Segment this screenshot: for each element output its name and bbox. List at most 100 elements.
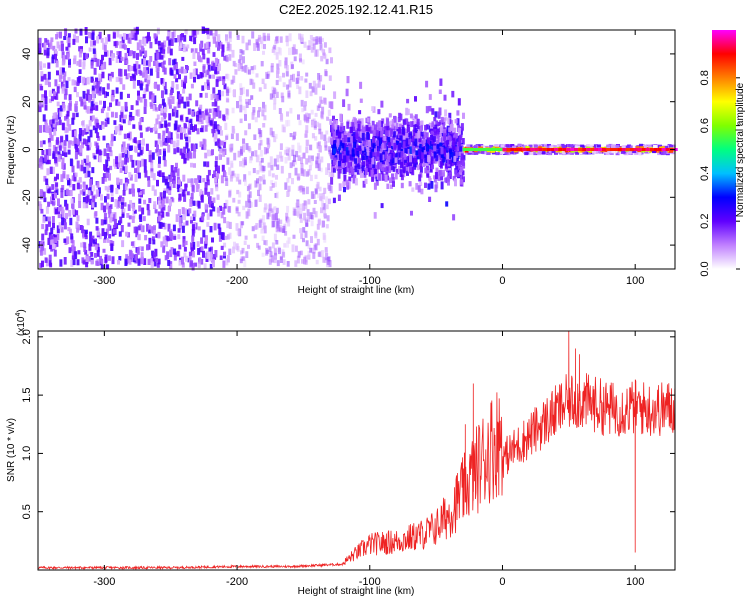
- spectrogram-cell: [355, 132, 359, 140]
- spectrogram-cell: [310, 236, 313, 243]
- spectrogram-cell: [468, 150, 473, 153]
- spectrogram-cell: [320, 48, 324, 53]
- spectrogram-cell: [64, 28, 68, 37]
- spectrogram-cell: [47, 216, 51, 224]
- spectrogram-cell: [373, 124, 377, 131]
- spectrogram-cell: [262, 165, 266, 172]
- spectrogram-cell: [307, 250, 311, 259]
- spectrogram-cell: [226, 47, 230, 52]
- spectrogram-cell: [582, 151, 587, 155]
- spectrogram-cell: [391, 155, 395, 164]
- spectrogram-cell: [391, 124, 395, 129]
- spectrogram-cell: [233, 152, 237, 161]
- spectrogram-cell: [78, 193, 82, 202]
- spectrogram-cell: [93, 81, 97, 86]
- spectrogram-cell: [83, 52, 87, 61]
- spectrogram-cell: [117, 260, 120, 265]
- spectrogram-cell: [120, 225, 124, 233]
- spectrogram-cell: [316, 142, 320, 149]
- spectrogram-cell: [206, 82, 210, 88]
- spectrogram-cell: [59, 31, 62, 39]
- spectrogram-cell: [310, 155, 314, 162]
- spectrogram-cell: [161, 90, 164, 99]
- spectrogram-cell: [541, 144, 545, 148]
- spectrogram-cell: [461, 147, 465, 156]
- spectrogram-cell: [82, 197, 86, 204]
- spectrogram-cell: [288, 47, 291, 56]
- spectrogram-cell: [129, 174, 133, 181]
- spectrogram-cell: [286, 205, 290, 213]
- spectrogram-cell: [39, 249, 43, 256]
- spectrogram-cell: [206, 161, 210, 168]
- spectrogram-cell: [385, 166, 389, 172]
- spectrogram-cell: [190, 216, 193, 221]
- spectrogram-cell: [167, 223, 171, 232]
- spectrogram-cell: [194, 48, 198, 54]
- spectrogram-cell: [258, 34, 261, 40]
- spectrogram-cell: [211, 66, 214, 71]
- spectrogram-cell: [245, 89, 249, 97]
- spectrogram-cell: [223, 242, 227, 248]
- spectrogram-cell: [214, 141, 218, 146]
- spectrogram-cell: [163, 106, 167, 113]
- spectrogram-cell: [90, 40, 93, 47]
- spectrogram-cell: [358, 149, 362, 155]
- spectrogram-cell: [275, 52, 279, 60]
- spectrogram-cell: [293, 208, 297, 216]
- spectrogram-cell: [458, 135, 462, 143]
- spectrogram-cell: [228, 144, 232, 151]
- colorbar-tick-label: 0.8: [699, 70, 711, 85]
- spectrogram-cell: [163, 190, 166, 199]
- spectrogram-cell: [388, 113, 392, 118]
- spectrogram-cell: [114, 112, 118, 118]
- spectrogram-cell: [225, 37, 229, 43]
- spectrogram-cell: [216, 194, 220, 200]
- spectrogram-cell: [55, 60, 59, 68]
- spectrogram-cell: [316, 105, 320, 111]
- spectrogram-cell: [183, 194, 187, 202]
- spectrogram-cell: [38, 158, 42, 163]
- spectrogram-cell: [183, 158, 187, 164]
- spectrogram-cell: [222, 76, 226, 82]
- spectrogram-cell: [71, 203, 74, 209]
- spectrogram-cell: [385, 134, 389, 141]
- spectrogram-cell: [124, 147, 127, 154]
- spectrogram-cell: [440, 146, 444, 155]
- spectrogram-cell: [366, 167, 370, 172]
- spectrogram-cell: [170, 69, 174, 76]
- spectrogram-cell: [178, 45, 182, 51]
- spectrogram-cell: [328, 47, 332, 54]
- spectrogram-cell: [314, 49, 318, 57]
- spectrogram-cell: [215, 94, 219, 101]
- spectrogram-cell: [373, 182, 377, 190]
- spectrogram-cell: [82, 90, 86, 99]
- spectrogram-cell: [201, 213, 205, 221]
- spectrogram-cell: [525, 146, 530, 150]
- spectrogram-cell: [235, 223, 239, 231]
- spectrogram-cell: [143, 88, 147, 95]
- spectrogram-cell: [254, 116, 258, 123]
- spectrogram-cell: [559, 149, 564, 153]
- spectrogram-cell: [191, 126, 195, 133]
- spectrogram-cell: [318, 103, 322, 108]
- spectrogram-cell: [170, 165, 174, 173]
- spectrogram-cell: [121, 160, 125, 168]
- spectrogram-cell: [307, 215, 311, 222]
- spectrogram-cell: [235, 133, 239, 141]
- snr-y-ticks: 0.51.01.52.0: [21, 329, 675, 519]
- spectrogram-cell: [85, 201, 89, 209]
- spectrogram-cell: [316, 49, 319, 57]
- spectrogram-cell: [95, 226, 99, 231]
- spectrogram-cell: [339, 138, 343, 143]
- spectrogram-cell: [202, 114, 206, 120]
- spectrogram-cell: [549, 145, 554, 149]
- spectrogram-cell: [102, 173, 106, 178]
- spectrogram-cell: [390, 128, 394, 135]
- spectrogram-cell: [172, 224, 176, 232]
- spectrogram-cell: [161, 200, 165, 207]
- spectrogram-cell: [287, 119, 291, 127]
- spectrogram-cell: [337, 133, 341, 139]
- spectrogram-cell: [307, 199, 311, 205]
- spectrogram-cell: [384, 174, 388, 182]
- spectrogram-cell: [158, 121, 162, 129]
